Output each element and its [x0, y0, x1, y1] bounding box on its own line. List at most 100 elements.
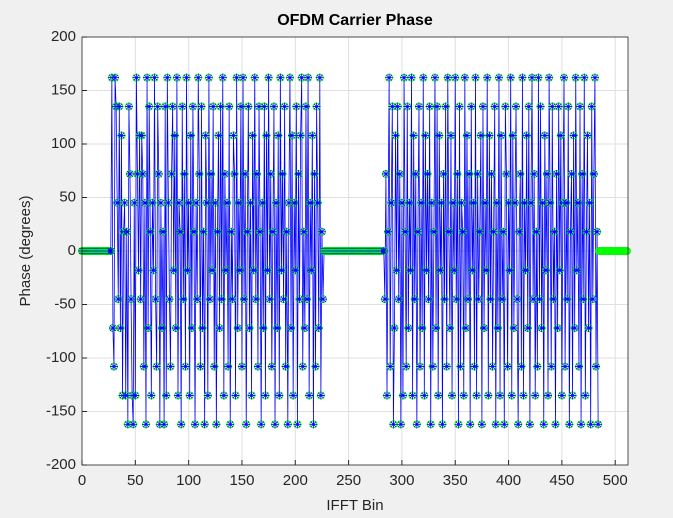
asterisk-marker	[456, 362, 465, 371]
asterisk-marker	[109, 362, 118, 371]
asterisk-marker	[502, 169, 511, 178]
asterisk-marker	[553, 324, 562, 333]
asterisk-marker	[191, 420, 200, 429]
asterisk-marker	[392, 266, 401, 275]
y-tick-label: -200	[46, 456, 76, 473]
asterisk-marker	[258, 198, 267, 207]
asterisk-marker	[260, 102, 269, 111]
asterisk-marker	[577, 420, 586, 429]
asterisk-marker	[220, 169, 229, 178]
asterisk-marker	[491, 420, 500, 429]
circle-marker	[622, 247, 631, 255]
asterisk-marker	[509, 324, 518, 333]
asterisk-marker	[426, 420, 435, 429]
asterisk-marker	[233, 324, 242, 333]
asterisk-marker	[216, 102, 225, 111]
asterisk-marker	[312, 102, 321, 111]
asterisk-marker	[211, 198, 220, 207]
asterisk-marker	[444, 227, 453, 236]
asterisk-marker	[234, 198, 243, 207]
asterisk-marker	[501, 102, 510, 111]
asterisk-marker	[246, 198, 255, 207]
asterisk-marker	[405, 198, 414, 207]
asterisk-marker	[261, 391, 270, 400]
asterisk-marker	[396, 420, 405, 429]
x-tick-label: 450	[549, 472, 574, 489]
asterisk-marker	[148, 198, 157, 207]
asterisk-marker	[487, 169, 496, 178]
asterisk-marker	[236, 102, 245, 111]
asterisk-marker	[150, 73, 159, 82]
asterisk-marker	[589, 169, 598, 178]
asterisk-marker	[296, 131, 305, 140]
asterisk-marker	[198, 324, 207, 333]
asterisk-marker	[162, 391, 171, 400]
asterisk-marker	[522, 131, 531, 140]
asterisk-marker	[192, 198, 201, 207]
asterisk-marker	[457, 198, 466, 207]
asterisk-marker	[533, 362, 542, 371]
asterisk-marker	[482, 266, 491, 275]
asterisk-marker	[245, 324, 254, 333]
asterisk-marker	[569, 131, 578, 140]
asterisk-marker	[130, 198, 139, 207]
asterisk-marker	[244, 102, 253, 111]
asterisk-marker	[313, 198, 322, 207]
asterisk-marker	[534, 73, 543, 82]
asterisk-marker	[225, 102, 234, 111]
asterisk-marker	[249, 266, 258, 275]
asterisk-marker	[124, 102, 133, 111]
asterisk-marker	[200, 420, 209, 429]
asterisk-marker	[552, 169, 561, 178]
asterisk-marker	[108, 324, 117, 333]
x-tick-label: 0	[78, 472, 86, 489]
asterisk-marker	[403, 102, 412, 111]
asterisk-marker	[541, 266, 550, 275]
asterisk-marker	[427, 198, 436, 207]
asterisk-marker	[573, 198, 582, 207]
asterisk-marker	[490, 102, 499, 111]
asterisk-marker	[137, 131, 146, 140]
asterisk-marker	[385, 73, 394, 82]
asterisk-marker	[542, 169, 551, 178]
x-tick-label: 150	[229, 472, 254, 489]
asterisk-marker	[120, 198, 129, 207]
asterisk-marker	[221, 266, 230, 275]
asterisk-marker	[161, 102, 170, 111]
asterisk-marker	[143, 73, 152, 82]
asterisk-marker	[115, 102, 124, 111]
asterisk-marker	[586, 420, 595, 429]
asterisk-marker	[461, 324, 470, 333]
asterisk-marker	[217, 295, 226, 304]
asterisk-marker	[291, 266, 300, 275]
asterisk-marker	[168, 102, 177, 111]
asterisk-marker	[155, 420, 164, 429]
asterisk-marker	[165, 295, 174, 304]
asterisk-marker	[407, 73, 416, 82]
asterisk-marker	[180, 169, 189, 178]
asterisk-marker	[503, 362, 512, 371]
asterisk-marker	[394, 295, 403, 304]
asterisk-marker	[160, 420, 169, 429]
asterisk-marker	[315, 73, 324, 82]
asterisk-marker	[587, 102, 596, 111]
asterisk-marker	[418, 324, 427, 333]
asterisk-marker	[393, 102, 402, 111]
asterisk-marker	[250, 73, 259, 82]
asterisk-marker	[314, 324, 323, 333]
asterisk-marker	[219, 391, 228, 400]
asterisk-marker	[228, 295, 237, 304]
asterisk-marker	[304, 73, 313, 82]
asterisk-marker	[290, 198, 299, 207]
asterisk-marker	[520, 198, 529, 207]
asterisk-marker	[156, 198, 165, 207]
asterisk-marker	[467, 102, 476, 111]
asterisk-marker	[140, 198, 149, 207]
asterisk-marker	[408, 391, 417, 400]
asterisk-marker	[416, 362, 425, 371]
x-tick-label: 250	[336, 472, 361, 489]
asterisk-marker	[297, 73, 306, 82]
asterisk-marker	[301, 102, 310, 111]
asterisk-marker	[425, 102, 434, 111]
y-tick-label: 100	[51, 135, 76, 152]
